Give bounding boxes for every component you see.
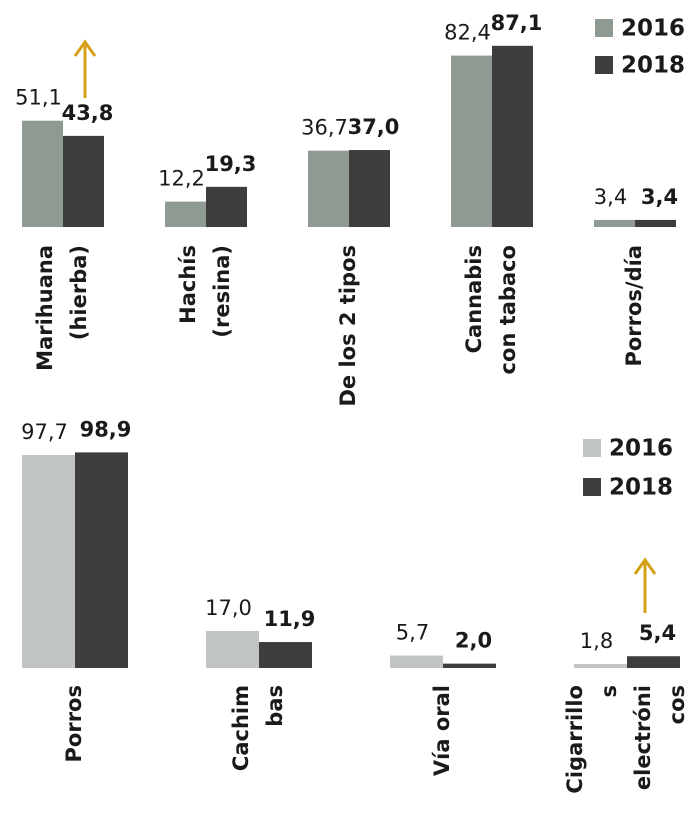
- legend-label: 2018: [609, 475, 673, 501]
- bar: [574, 664, 627, 668]
- value-label: 17,0: [205, 596, 252, 620]
- bar: [63, 135, 104, 227]
- value-label: 82,4: [444, 21, 491, 45]
- legend-swatch: [595, 19, 613, 37]
- trend-arrow: [633, 557, 657, 613]
- trend-arrow: [73, 39, 97, 98]
- bar: [627, 656, 680, 668]
- value-label: 97,7: [21, 420, 68, 444]
- value-label: 3,4: [641, 185, 678, 209]
- legend-swatch: [583, 478, 601, 496]
- x-tick-label: Porros/día: [622, 245, 646, 367]
- value-label: 87,1: [491, 11, 543, 35]
- x-tick-label: Marihuana (hierba): [33, 245, 91, 371]
- bar: [390, 655, 443, 668]
- value-label: 51,1: [15, 86, 62, 110]
- legend-swatch: [583, 439, 601, 457]
- x-tick-label: De los 2 tipos: [336, 245, 360, 407]
- x-tick-label: Vía oral: [430, 685, 454, 776]
- value-label: 37,0: [348, 115, 400, 139]
- legend-label: 2018: [621, 53, 685, 79]
- value-label: 3,4: [594, 185, 627, 209]
- value-label: 19,3: [205, 152, 257, 176]
- bar: [206, 186, 247, 227]
- value-label: 5,4: [639, 621, 676, 645]
- value-label: 2,0: [455, 629, 492, 653]
- bar: [635, 219, 676, 227]
- bar: [594, 219, 635, 227]
- value-label: 5,7: [396, 621, 429, 645]
- value-label: 12,2: [158, 167, 205, 191]
- bar: [308, 150, 349, 227]
- bar: [349, 150, 390, 227]
- legend-label: 2016: [609, 436, 673, 462]
- x-tick-label: Cannabis con tabaco: [462, 245, 520, 374]
- value-label: 1,8: [580, 629, 613, 653]
- bar: [165, 201, 206, 227]
- bar: [75, 452, 128, 668]
- value-label: 98,9: [80, 417, 132, 441]
- x-tick-label: Hachís (resina): [176, 245, 234, 338]
- bar: [451, 55, 492, 227]
- bar: [206, 630, 259, 668]
- bar: [22, 120, 63, 227]
- legend-label: 2016: [621, 16, 685, 42]
- bar: [22, 455, 75, 668]
- x-tick-label: Cigarrillo s electróni cos: [563, 685, 689, 794]
- bar: [443, 663, 496, 668]
- value-label: 11,9: [264, 607, 316, 631]
- value-label: 43,8: [62, 101, 114, 125]
- x-tick-label: Porros: [62, 685, 86, 762]
- value-label: 36,7: [301, 116, 348, 140]
- x-tick-label: Cachim bas: [229, 685, 287, 771]
- legend-swatch: [595, 56, 613, 74]
- bar: [259, 642, 312, 668]
- bar: [492, 45, 533, 227]
